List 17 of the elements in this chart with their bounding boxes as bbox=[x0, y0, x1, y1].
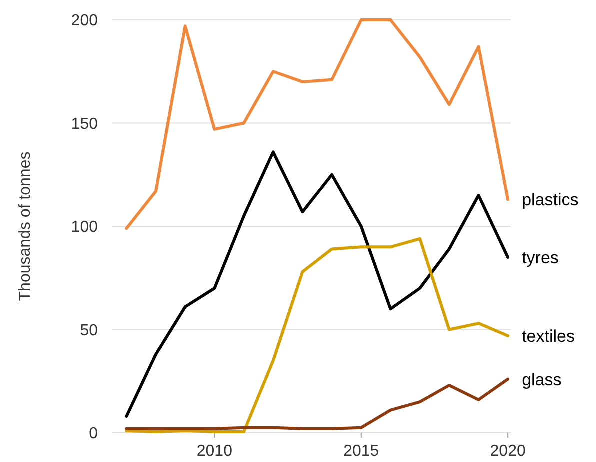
line-series bbox=[125, 18, 510, 230]
series-label: glass bbox=[522, 370, 562, 390]
line-series bbox=[125, 237, 510, 434]
y-tick-label: 150 bbox=[71, 116, 98, 133]
x-tick-label: 2015 bbox=[344, 443, 380, 460]
line-series bbox=[125, 378, 510, 430]
y-tick-label: 200 bbox=[71, 12, 98, 30]
y-axis-title: Thousands of tonnes bbox=[17, 152, 34, 302]
y-tick-label: 0 bbox=[89, 426, 98, 443]
series-label: textiles bbox=[522, 326, 575, 346]
series-label: tyres bbox=[522, 248, 559, 268]
series-label: plastics bbox=[522, 190, 579, 210]
x-tick-label: 2010 bbox=[196, 443, 233, 460]
line-series bbox=[125, 150, 510, 418]
y-tick-label: 50 bbox=[80, 322, 98, 340]
x-tick-label: 2020 bbox=[490, 443, 526, 460]
y-tick-label: 100 bbox=[71, 219, 98, 236]
